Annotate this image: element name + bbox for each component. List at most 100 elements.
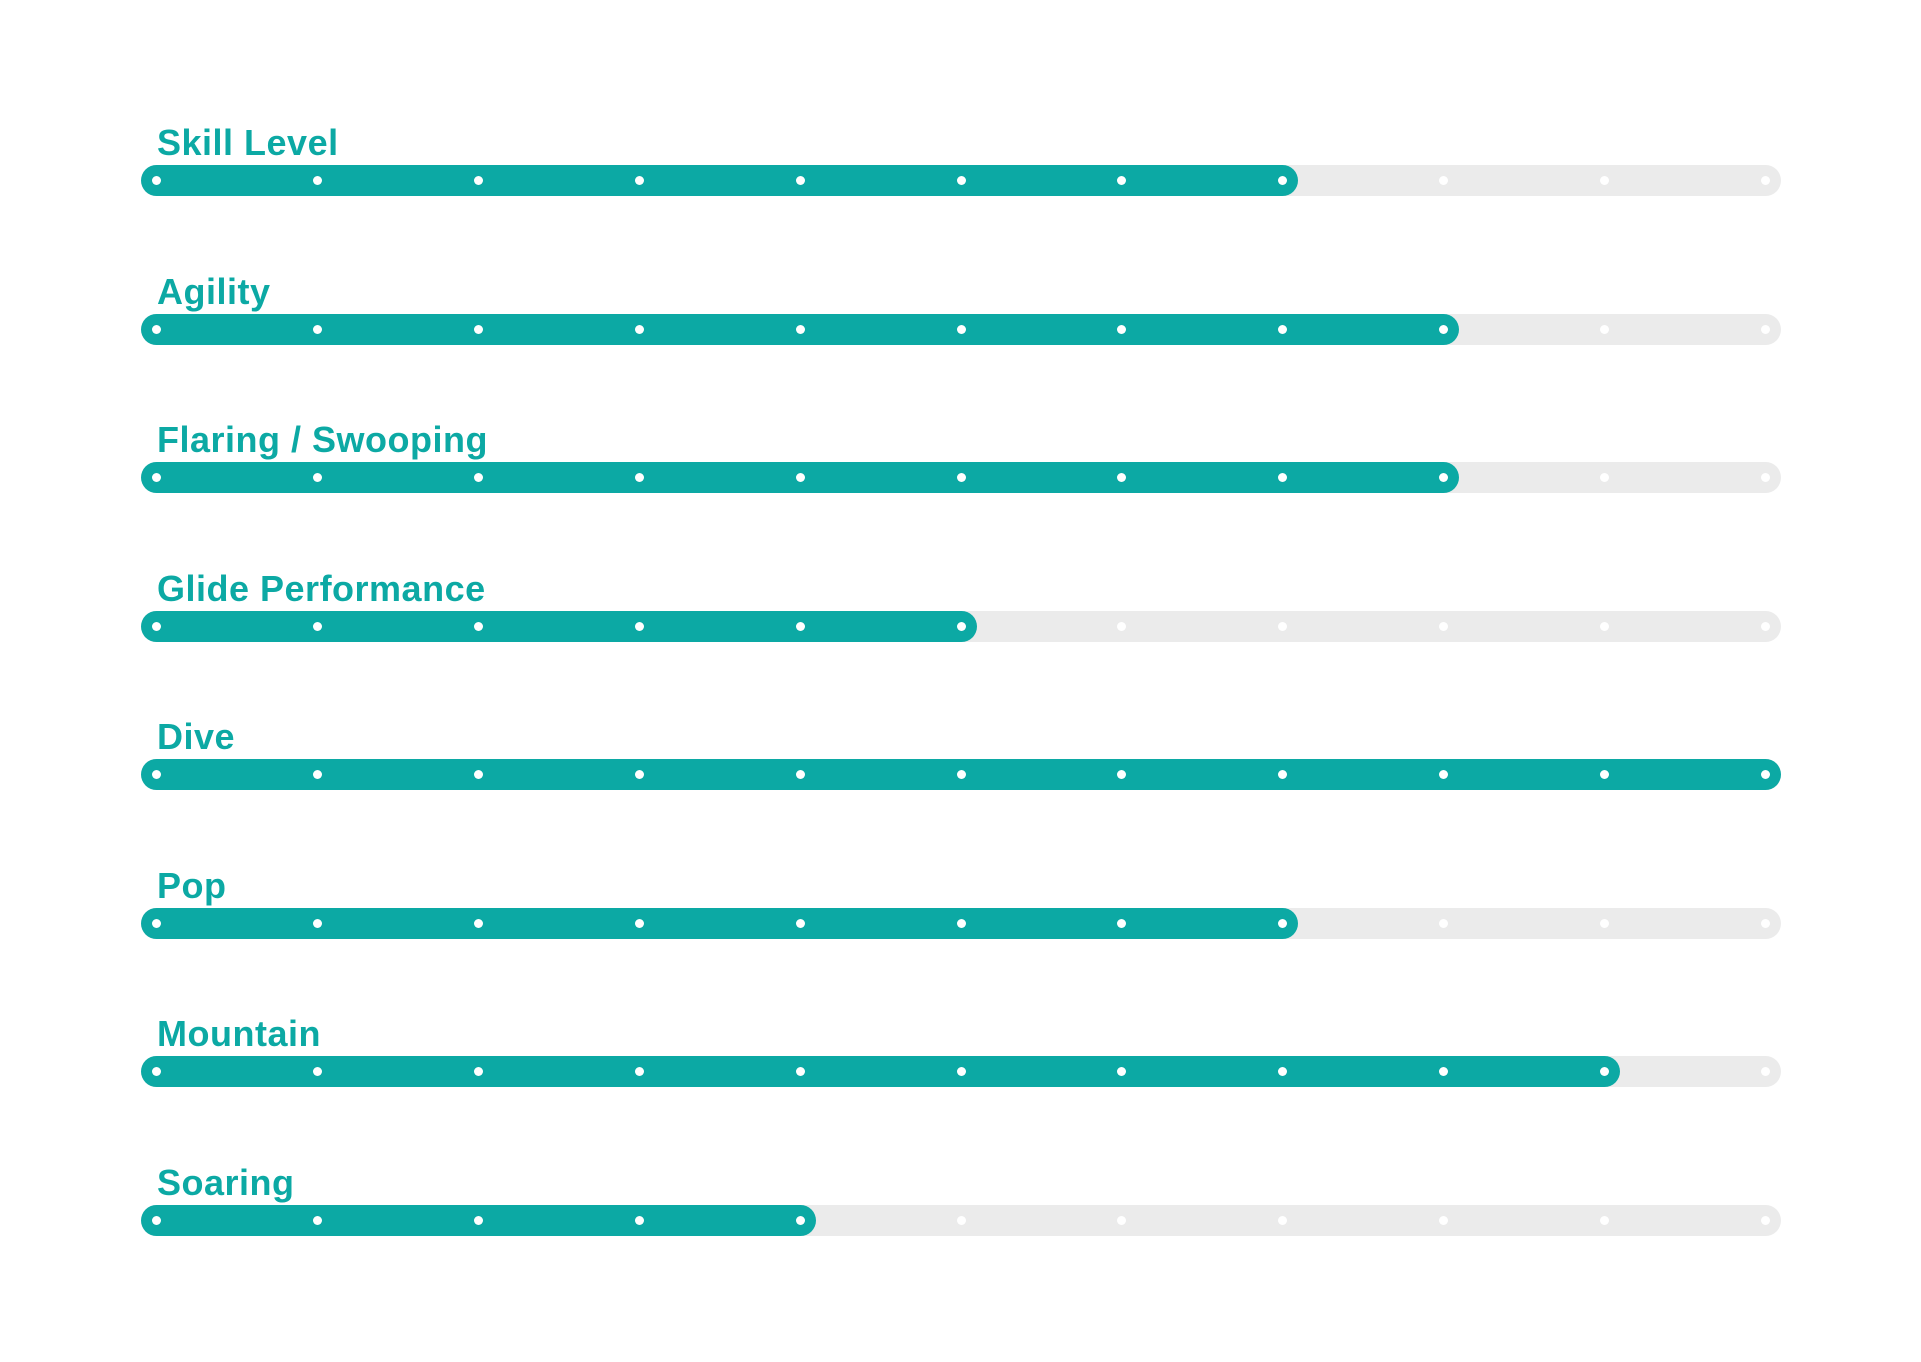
scale-dot (1600, 176, 1610, 185)
rating-label: Dive (157, 716, 236, 757)
rating-label: Soaring (157, 1161, 295, 1203)
scale-dot (312, 176, 322, 185)
scale-dot (312, 1215, 322, 1225)
scale-dot (956, 1067, 966, 1076)
rating-row: Mountain (141, 1012, 1781, 1087)
scale-dot (1761, 918, 1770, 928)
scale-dot (956, 176, 966, 185)
scale-dot (795, 770, 805, 779)
scale-dot (1439, 176, 1449, 185)
scale-dot (1761, 1215, 1770, 1225)
scale-dot (1439, 621, 1449, 631)
scale-dot (473, 621, 483, 631)
rating-label: Pop (157, 864, 227, 906)
scale-dot (795, 324, 805, 334)
rating-fill (141, 165, 1299, 196)
scale-dot (1600, 1215, 1610, 1225)
scale-dot (473, 324, 483, 334)
scale-dot (634, 176, 644, 185)
scale-dot (152, 918, 161, 928)
scale-dot (1117, 1067, 1127, 1076)
scale-dot (1600, 770, 1610, 779)
rating-track (141, 907, 1781, 939)
scale-dot (473, 473, 483, 482)
scale-dot (312, 918, 322, 928)
rating-fill (141, 907, 1299, 939)
scale-dot (634, 770, 644, 779)
scale-dot (1278, 918, 1288, 928)
scale-dot (1761, 770, 1770, 779)
scale-dot (634, 1067, 644, 1076)
scale-dot (312, 770, 322, 779)
scale-dot (956, 1215, 966, 1225)
scale-dot (795, 1067, 805, 1076)
scale-dot (312, 621, 322, 631)
scale-dot (312, 473, 322, 482)
rating-row: Glide Performance (141, 567, 1781, 642)
scale-dot (473, 918, 483, 928)
scale-dot (152, 324, 161, 334)
scale-dot (1761, 621, 1770, 631)
rating-row: Flaring / Swooping (141, 418, 1781, 493)
scale-dot (634, 324, 644, 334)
scale-dot (1117, 770, 1127, 779)
scale-dot (152, 770, 161, 779)
scale-dot (795, 621, 805, 631)
scale-dot (152, 473, 161, 482)
scale-dot (634, 918, 644, 928)
rating-track (141, 313, 1781, 345)
scale-dot (473, 1215, 483, 1225)
scale-dot (1600, 1067, 1610, 1076)
rating-row: Dive (141, 715, 1781, 790)
scale-dot (473, 770, 483, 779)
scale-dot (1439, 473, 1449, 482)
scale-dot (1278, 621, 1288, 631)
scale-dot (1600, 324, 1610, 334)
scale-dot (634, 621, 644, 631)
scale-dot (1278, 1215, 1288, 1225)
scale-dot (1439, 1215, 1449, 1225)
scale-dot (956, 621, 966, 631)
rating-label: Flaring / Swooping (157, 419, 488, 460)
scale-dot (1439, 1067, 1449, 1076)
scale-dot (1278, 324, 1288, 334)
rating-track (141, 759, 1781, 790)
rating-track (141, 462, 1781, 493)
rating-track (141, 1056, 1781, 1087)
scale-dot (1117, 1215, 1127, 1225)
scale-dot (1117, 473, 1127, 482)
scale-dot (1278, 770, 1288, 779)
scale-dot (1278, 176, 1288, 185)
scale-dot (1278, 1067, 1288, 1076)
scale-dot (312, 324, 322, 334)
scale-dot (1600, 918, 1610, 928)
scale-dot (1439, 324, 1449, 334)
scale-dot (152, 1067, 161, 1076)
scale-dot (1761, 324, 1770, 334)
scale-dot (956, 918, 966, 928)
scale-dot (795, 176, 805, 185)
rating-row: Agility (141, 270, 1781, 345)
scale-dot (152, 621, 161, 631)
rating-label: Agility (157, 270, 271, 312)
scale-dot (152, 176, 161, 185)
scale-dot (956, 770, 966, 779)
scale-dot (1117, 324, 1127, 334)
scale-dot (634, 1215, 644, 1225)
scale-dot (1278, 473, 1288, 482)
scale-dot (1761, 176, 1770, 185)
rating-label: Mountain (157, 1013, 321, 1054)
rating-track (141, 1204, 1781, 1236)
scale-dot (1117, 176, 1127, 185)
scale-dot (1761, 1067, 1770, 1076)
rating-label: Glide Performance (157, 567, 486, 609)
scale-dot (1117, 621, 1127, 631)
scale-dot (1600, 473, 1610, 482)
scale-dot (795, 1215, 805, 1225)
scale-dot (795, 918, 805, 928)
rating-row: Pop (141, 864, 1781, 939)
scale-dot (956, 324, 966, 334)
scale-dot (1439, 770, 1449, 779)
rating-fill (141, 610, 977, 642)
rating-row: Soaring (141, 1161, 1781, 1236)
